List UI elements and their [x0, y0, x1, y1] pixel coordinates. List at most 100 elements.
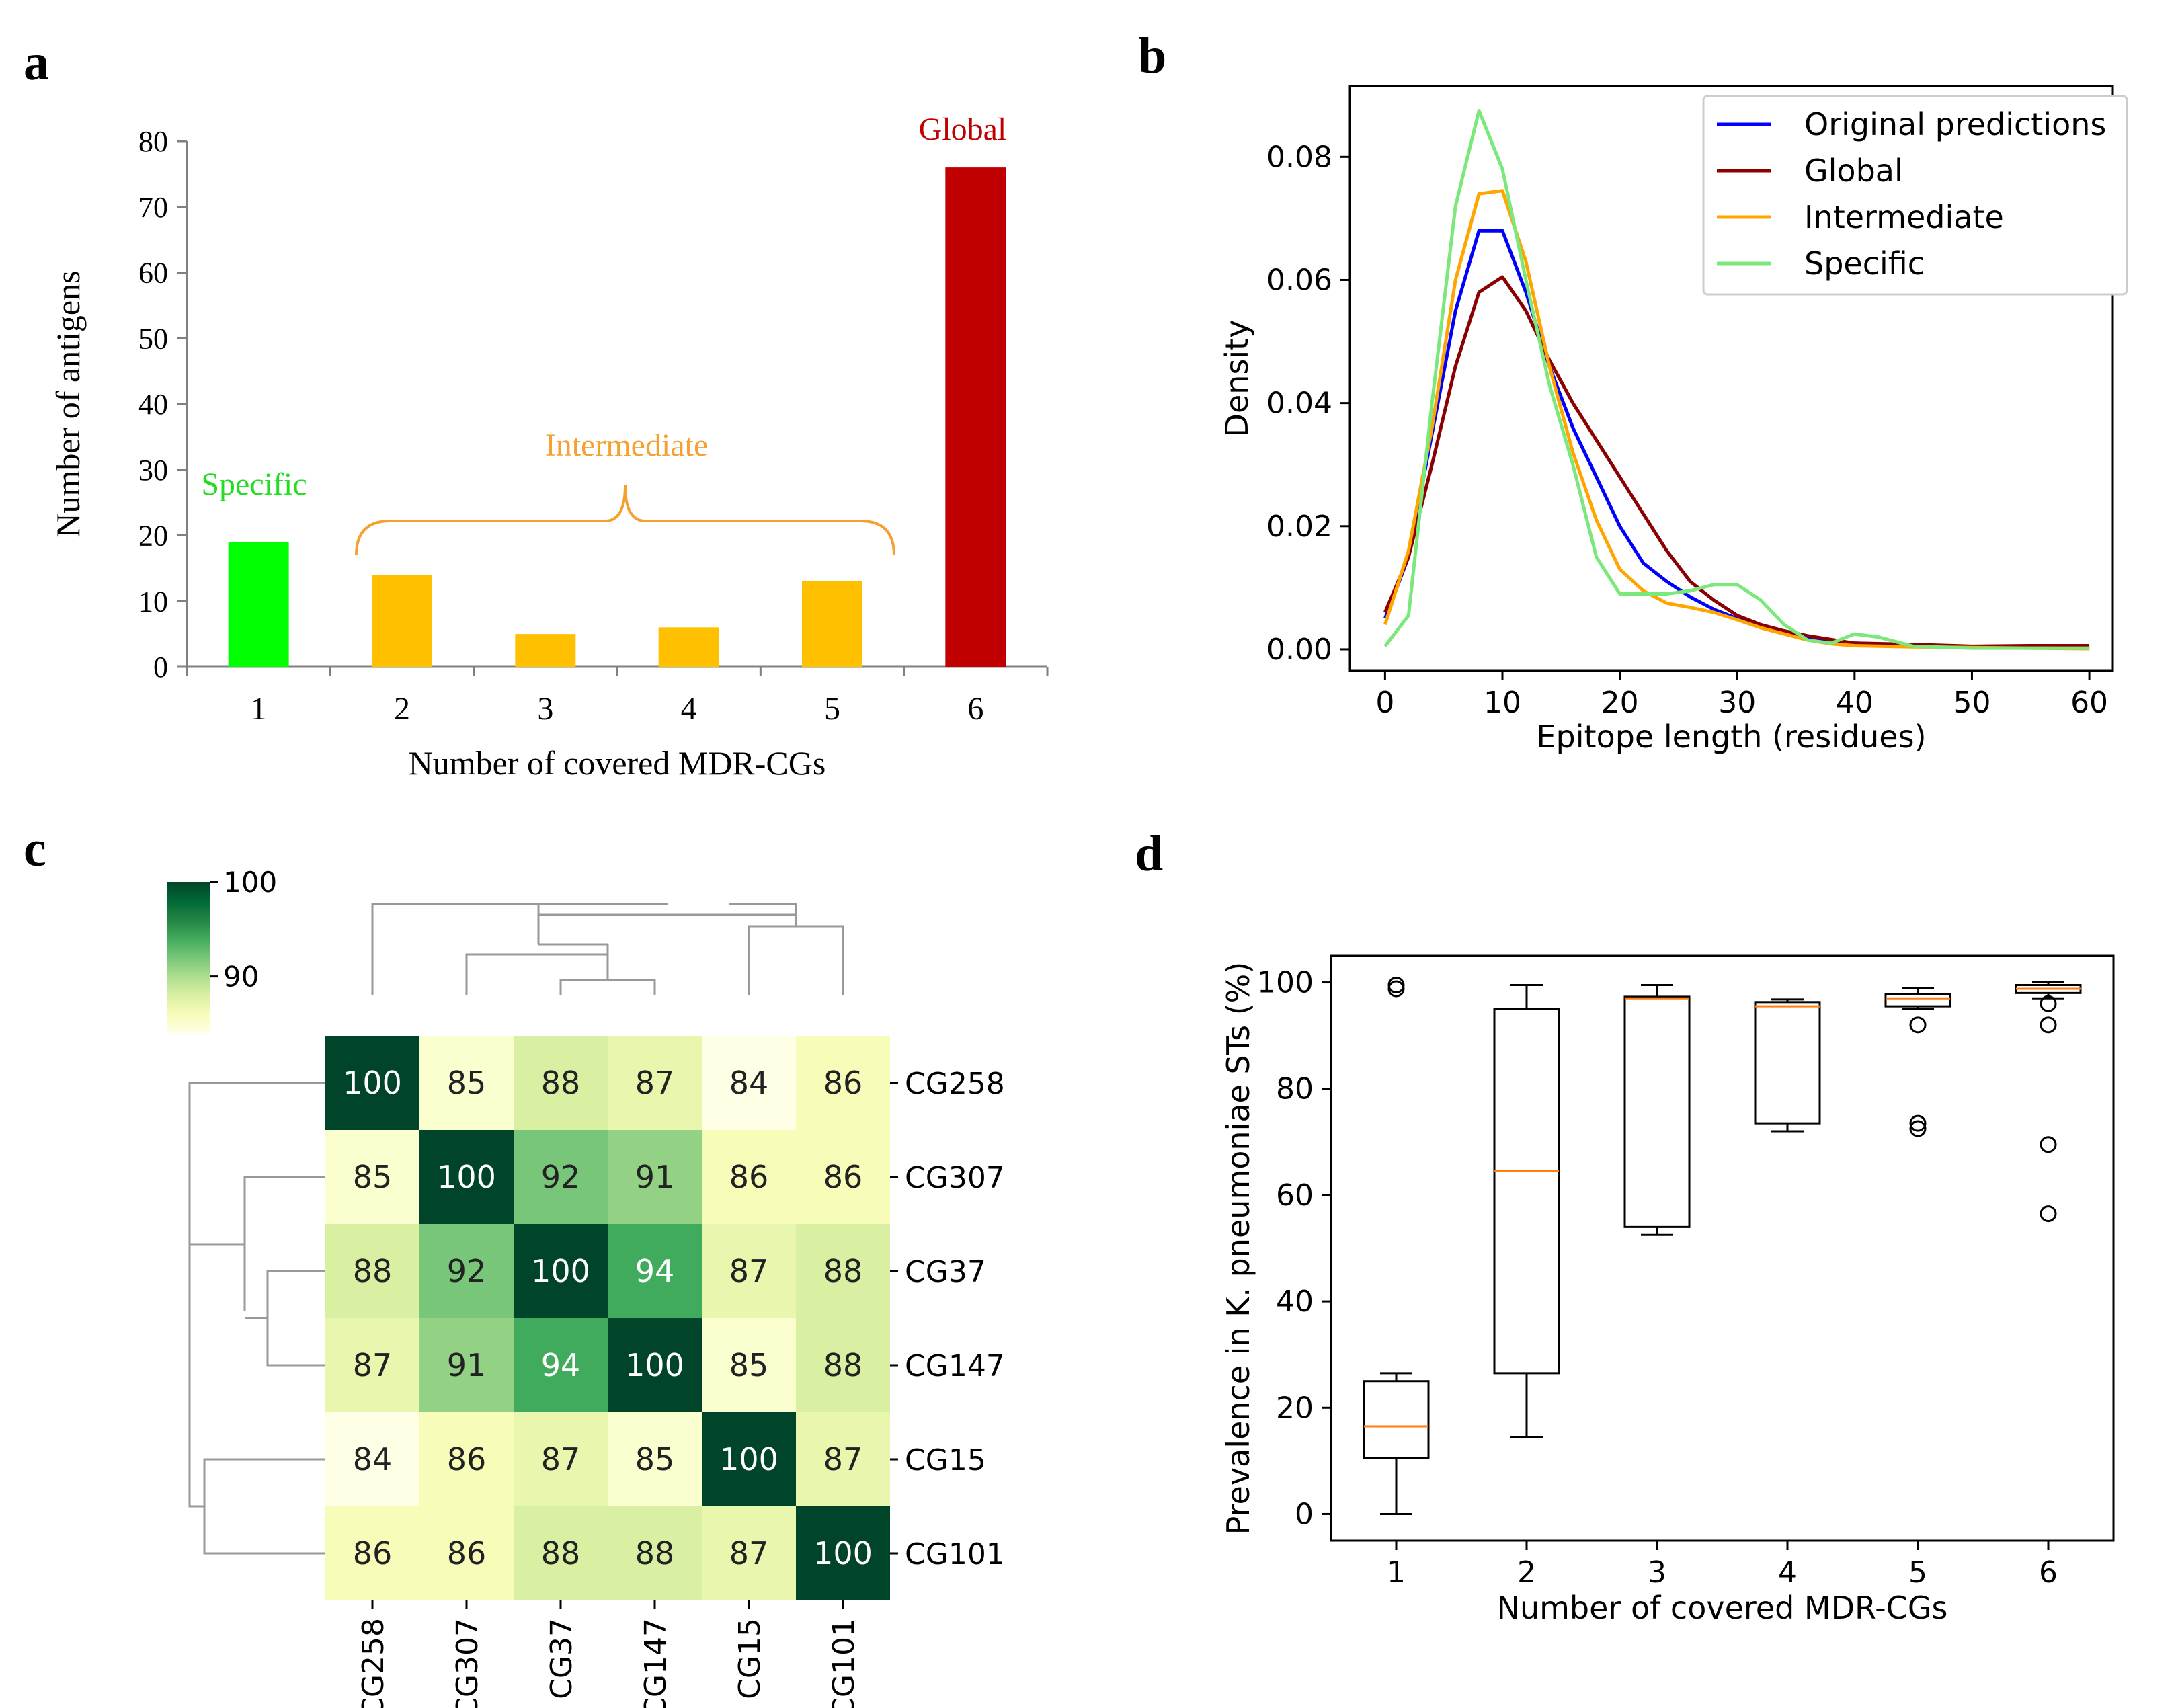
x-tick-label: 6 — [967, 691, 983, 727]
heatmap-cell — [325, 1412, 419, 1506]
x-axis-label: Number of covered MDR-CGs — [1497, 1590, 1948, 1626]
heatmap-cell-value: 84 — [353, 1441, 393, 1477]
legend-box — [1702, 95, 2128, 296]
box-2 — [1493, 1008, 1560, 1375]
heatmap-cell-value: 91 — [635, 1159, 675, 1195]
heatmap-cell — [702, 1224, 796, 1318]
y-axis-label: Density — [1219, 320, 1255, 438]
y-tick-label: 0.00 — [1266, 633, 1332, 667]
heatmap-cell — [608, 1412, 702, 1506]
x-tick-label: 2 — [394, 691, 410, 727]
heatmap-cell — [325, 1318, 419, 1412]
row-label: CG258 — [905, 1067, 1005, 1101]
heatmap-cell-value: 88 — [823, 1347, 863, 1383]
y-tick-label: 70 — [138, 191, 168, 224]
heatmap-cell-value: 86 — [729, 1159, 769, 1195]
y-tick-label: 60 — [138, 257, 168, 290]
y-tick-label: 0 — [153, 651, 168, 684]
bar-6 — [945, 167, 1006, 667]
x-tick-label: 5 — [824, 691, 840, 727]
heatmap-cell-value: 87 — [729, 1253, 769, 1289]
heatmap-cell-value: 100 — [813, 1535, 873, 1572]
x-tick-label: 4 — [1778, 1555, 1797, 1590]
y-axis-label: Prevalence in K. pneumoniae STs (%) — [1220, 962, 1256, 1535]
heatmap-cell — [608, 1130, 702, 1224]
heatmap-cell-value: 88 — [823, 1253, 863, 1289]
x-axis-label: Number of covered MDR-CGs — [409, 744, 826, 782]
row-label: CG15 — [905, 1443, 986, 1477]
row-label: CG101 — [905, 1537, 1005, 1572]
col-label: CG15 — [733, 1618, 767, 1699]
heatmap-cell — [419, 1224, 514, 1318]
bar-3 — [515, 634, 576, 667]
heatmap-cell-value: 94 — [541, 1347, 581, 1383]
x-tick-label: 40 — [1836, 686, 1873, 720]
heatmap-cell-value: 88 — [353, 1253, 393, 1289]
y-tick-label: 60 — [1276, 1178, 1314, 1213]
series-line-specific — [1383, 109, 2090, 650]
x-tick-label: 60 — [2070, 686, 2108, 720]
heatmap-cell — [796, 1506, 890, 1600]
outlier-point — [1909, 1114, 1927, 1132]
y-tick-label: 50 — [138, 322, 168, 355]
legend-label: Original predictions — [1804, 106, 2106, 143]
legend-label: Specific — [1804, 245, 1925, 282]
annotation-specific: Specific — [201, 466, 307, 502]
x-tick-label: 20 — [1601, 686, 1639, 720]
legend-label: Global — [1804, 153, 1903, 189]
box-5 — [1884, 993, 1951, 1008]
box-4 — [1754, 1001, 1821, 1125]
heatmap-cell — [702, 1130, 796, 1224]
outlier-point — [2040, 1136, 2057, 1153]
heatmap-cell-value: 87 — [635, 1065, 675, 1101]
col-label: CG37 — [545, 1618, 579, 1699]
heatmap-cell — [325, 1224, 419, 1318]
heatmap-cell — [419, 1506, 514, 1600]
heatmap-cell-value: 100 — [343, 1065, 402, 1101]
heatmap-cell-value: 87 — [823, 1441, 863, 1477]
x-tick-label: 2 — [1517, 1555, 1536, 1590]
heatmap-cell — [796, 1318, 890, 1412]
annotation-intermediate: Intermediate — [545, 428, 709, 463]
outlier-point — [1387, 977, 1405, 993]
outlier-point — [1387, 980, 1405, 998]
heatmap-cell — [419, 1412, 514, 1506]
panel-c-letter: c — [24, 821, 46, 877]
row-label: CG307 — [905, 1161, 1005, 1195]
y-tick-label: 20 — [1276, 1391, 1314, 1425]
heatmap-cell — [419, 1318, 514, 1412]
panel-a-bar-chart: Specific Intermediate Global 0 10 20 30 40 50… — [49, 112, 1049, 782]
panel-b-line-chart: 0 10 20 30 40 50 60 0.00 0.02 0.04 0.06 0.08 Origina… — [1219, 85, 2128, 755]
heatmap-cell — [796, 1412, 890, 1506]
outlier-point — [2040, 1016, 2057, 1034]
x-tick-label: 6 — [2039, 1555, 2058, 1590]
heatmap-cell — [419, 1036, 514, 1130]
annotation-global: Global — [919, 112, 1007, 147]
outlier-point — [1909, 1120, 1927, 1137]
x-tick-label: 5 — [1908, 1555, 1927, 1590]
y-tick-label: 0.06 — [1266, 263, 1332, 297]
row-label: CG37 — [905, 1255, 986, 1289]
heatmap-cell — [514, 1036, 608, 1130]
col-label: CG147 — [639, 1618, 673, 1708]
heatmap-cell — [608, 1506, 702, 1600]
heatmap-cell-value: 85 — [447, 1065, 487, 1101]
heatmap-cell-value: 85 — [635, 1441, 675, 1477]
col-label: CG101 — [827, 1618, 861, 1708]
x-tick-label: 50 — [1953, 686, 1990, 720]
heatmap-cell-value: 88 — [541, 1065, 581, 1101]
colorbar — [167, 882, 210, 1033]
legend-label: Intermediate — [1804, 199, 2004, 235]
bar-1 — [228, 542, 289, 667]
outlier-point — [2040, 1205, 2057, 1223]
box-3 — [1623, 995, 1691, 1228]
x-tick-label: 30 — [1718, 686, 1756, 720]
x-tick-label: 0 — [1375, 686, 1394, 720]
panel-b-letter: b — [1138, 28, 1166, 84]
y-tick-label: 100 — [1257, 966, 1314, 1000]
heatmap-cell — [514, 1224, 608, 1318]
heatmap-cell — [325, 1036, 419, 1130]
outlier-point — [1909, 1016, 1927, 1034]
heatmap-cell-value: 86 — [823, 1065, 863, 1101]
